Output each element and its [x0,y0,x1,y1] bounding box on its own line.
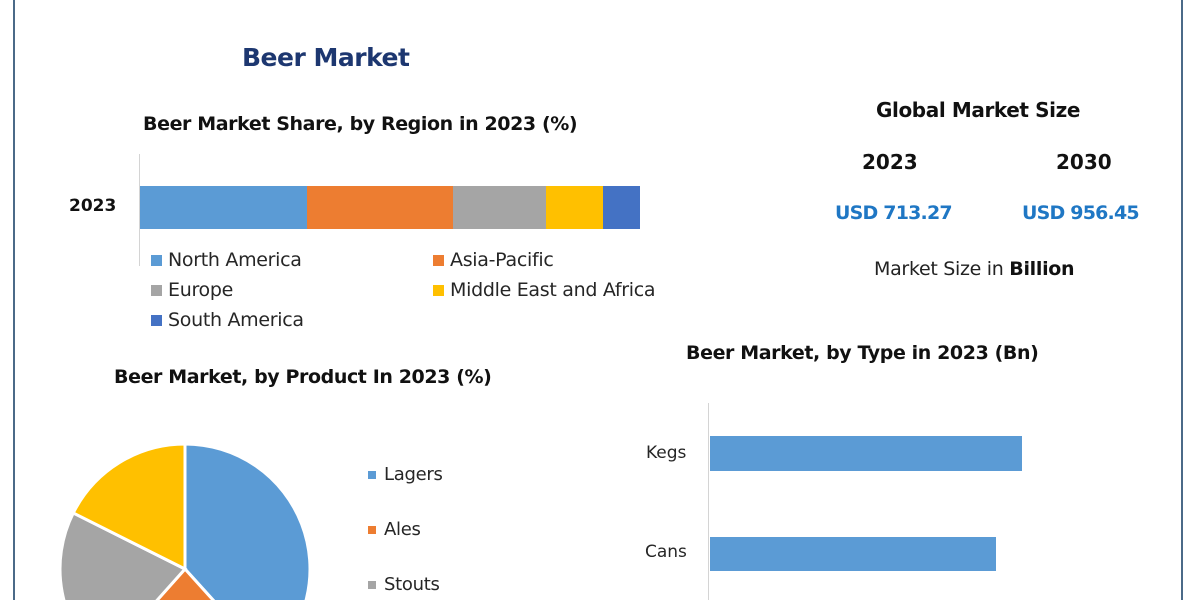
unit-bold: Billion [1009,258,1075,280]
legend-lagers: Lagers [368,464,443,485]
category-label-kegs: Kegs [646,443,687,463]
legend-europe: Europe [151,279,233,301]
legend-swatch-europe [151,284,162,296]
page-title: Beer Market [242,43,410,72]
pie-slice-ales [155,566,216,600]
legend-swatch-lagers [368,470,376,479]
category-label-cans: Cans [645,542,687,562]
legend-swatch-south-america [151,314,162,326]
unit-prefix: Market Size in [874,258,1010,280]
region-chart-title: Beer Market Share, by Region in 2023 (%) [143,113,578,135]
pie-chart-title: Beer Market, by Product In 2023 (%) [114,366,492,388]
market-size-unit: Market Size in Billion [874,258,1075,280]
type-chart-title: Beer Market, by Type in 2023 (Bn) [686,342,1039,364]
legend-stouts: Stouts [368,574,440,595]
legend-swatch-mea [433,284,444,296]
legend-label: Ales [384,519,421,540]
pie-slice-stouts [58,510,188,600]
year-2023-label: 2023 [862,150,918,174]
type-axis-line [708,403,709,600]
legend-south-america: South America [151,309,304,331]
value-2030: USD 956.45 [1022,202,1140,224]
legend-swatch-north-america [151,254,162,266]
global-market-size-title: Global Market Size [876,98,1081,122]
legend-label: Lagers [384,464,443,485]
bar-segment-asia-pacific [307,186,453,229]
legend-label: North America [168,249,302,271]
legend-swatch-stouts [368,580,376,589]
bar-segment-europe [453,186,546,229]
bar-segment-middle-east-and-africa [546,186,603,229]
legend-swatch-asia-pacific [433,254,444,266]
legend-label: South America [168,309,304,331]
legend-label: Europe [168,279,234,301]
legend-label: Middle East and Africa [450,279,656,301]
region-axis-line [139,154,140,266]
bar-kegs [710,436,1022,471]
legend-label: Stouts [384,574,440,595]
pie-slice-others [71,442,187,572]
bar-segment-north-america [140,186,307,229]
legend-north-america: North America [151,249,302,271]
pie-slice-lagers [183,442,312,600]
legend-middle-east-africa: Middle East and Africa [433,279,656,301]
legend-label: Asia-Pacific [450,249,554,271]
year-2030-label: 2030 [1056,150,1112,174]
bar-cans [710,537,996,571]
legend-ales: Ales [368,519,421,540]
region-stacked-bar [140,186,640,229]
legend-swatch-ales [368,525,376,534]
frame-border-right [1181,0,1183,600]
bar-segment-south-america [603,186,640,229]
value-2023: USD 713.27 [835,202,953,224]
region-year-label: 2023 [69,196,117,216]
frame-border-left [13,0,15,600]
legend-asia-pacific: Asia-Pacific [433,249,554,271]
